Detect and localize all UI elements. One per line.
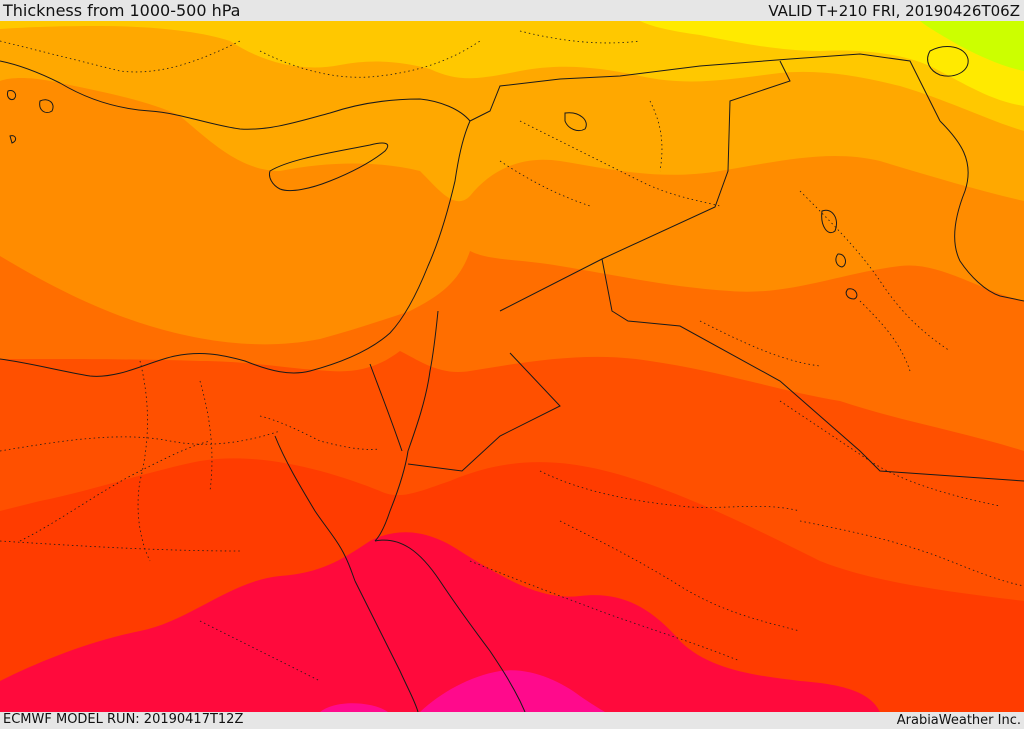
band-crimson <box>0 532 880 712</box>
header-bar: Thickness from 1000-500 hPa VALID T+210 … <box>0 0 1024 21</box>
band-magenta-west <box>320 703 388 712</box>
band-lime <box>920 21 1024 71</box>
thickness-map[interactable] <box>0 21 1024 712</box>
anatolian-coast <box>0 60 471 130</box>
province-line <box>699 320 821 367</box>
lake-assad <box>564 112 587 132</box>
credit-label: ArabiaWeather Inc. <box>896 713 1021 728</box>
province-line <box>559 520 801 632</box>
footer-bar: ECMWF MODEL RUN: 20190417T12Z ArabiaWeat… <box>0 712 1024 729</box>
mediterranean-coast <box>0 120 471 377</box>
turkey-syria-border <box>469 53 941 122</box>
model-run-label: ECMWF MODEL RUN: 20190417T12Z <box>3 712 244 727</box>
province-line <box>0 430 281 452</box>
province-borders <box>0 30 1024 682</box>
red-sea-west <box>354 580 419 712</box>
province-line <box>539 470 801 512</box>
province-line <box>199 380 213 492</box>
province-line <box>859 300 911 372</box>
province-line <box>519 30 641 44</box>
lake-van <box>927 46 969 77</box>
band-yellow <box>640 21 1024 106</box>
gulf-of-suez <box>274 435 356 582</box>
red-sea-east <box>374 539 526 712</box>
province-line <box>779 400 1001 507</box>
province-line <box>649 100 663 172</box>
province-line <box>519 120 721 207</box>
band-yellow-orange <box>0 21 1024 131</box>
valid-time: VALID T+210 FRI, 20190426T06Z <box>768 2 1020 20</box>
province-line <box>259 40 481 78</box>
jordan-saudi-border <box>407 352 561 472</box>
iraq-jordan-saudi-border <box>601 258 1024 482</box>
iraq-lakes <box>821 209 858 300</box>
province-line <box>199 620 321 682</box>
province-line <box>19 440 211 542</box>
band-magenta <box>420 670 605 712</box>
islands <box>7 90 54 144</box>
coastlines <box>0 46 1024 712</box>
province-line <box>499 160 591 207</box>
gulf-of-aqaba <box>374 450 409 542</box>
egypt-israel-border <box>369 363 403 452</box>
province-line <box>799 190 951 352</box>
map-title: Thickness from 1000-500 hPa <box>3 1 241 20</box>
jordan-rift <box>407 310 439 452</box>
cyprus <box>269 142 389 192</box>
iraq-iran-border <box>939 120 1024 302</box>
